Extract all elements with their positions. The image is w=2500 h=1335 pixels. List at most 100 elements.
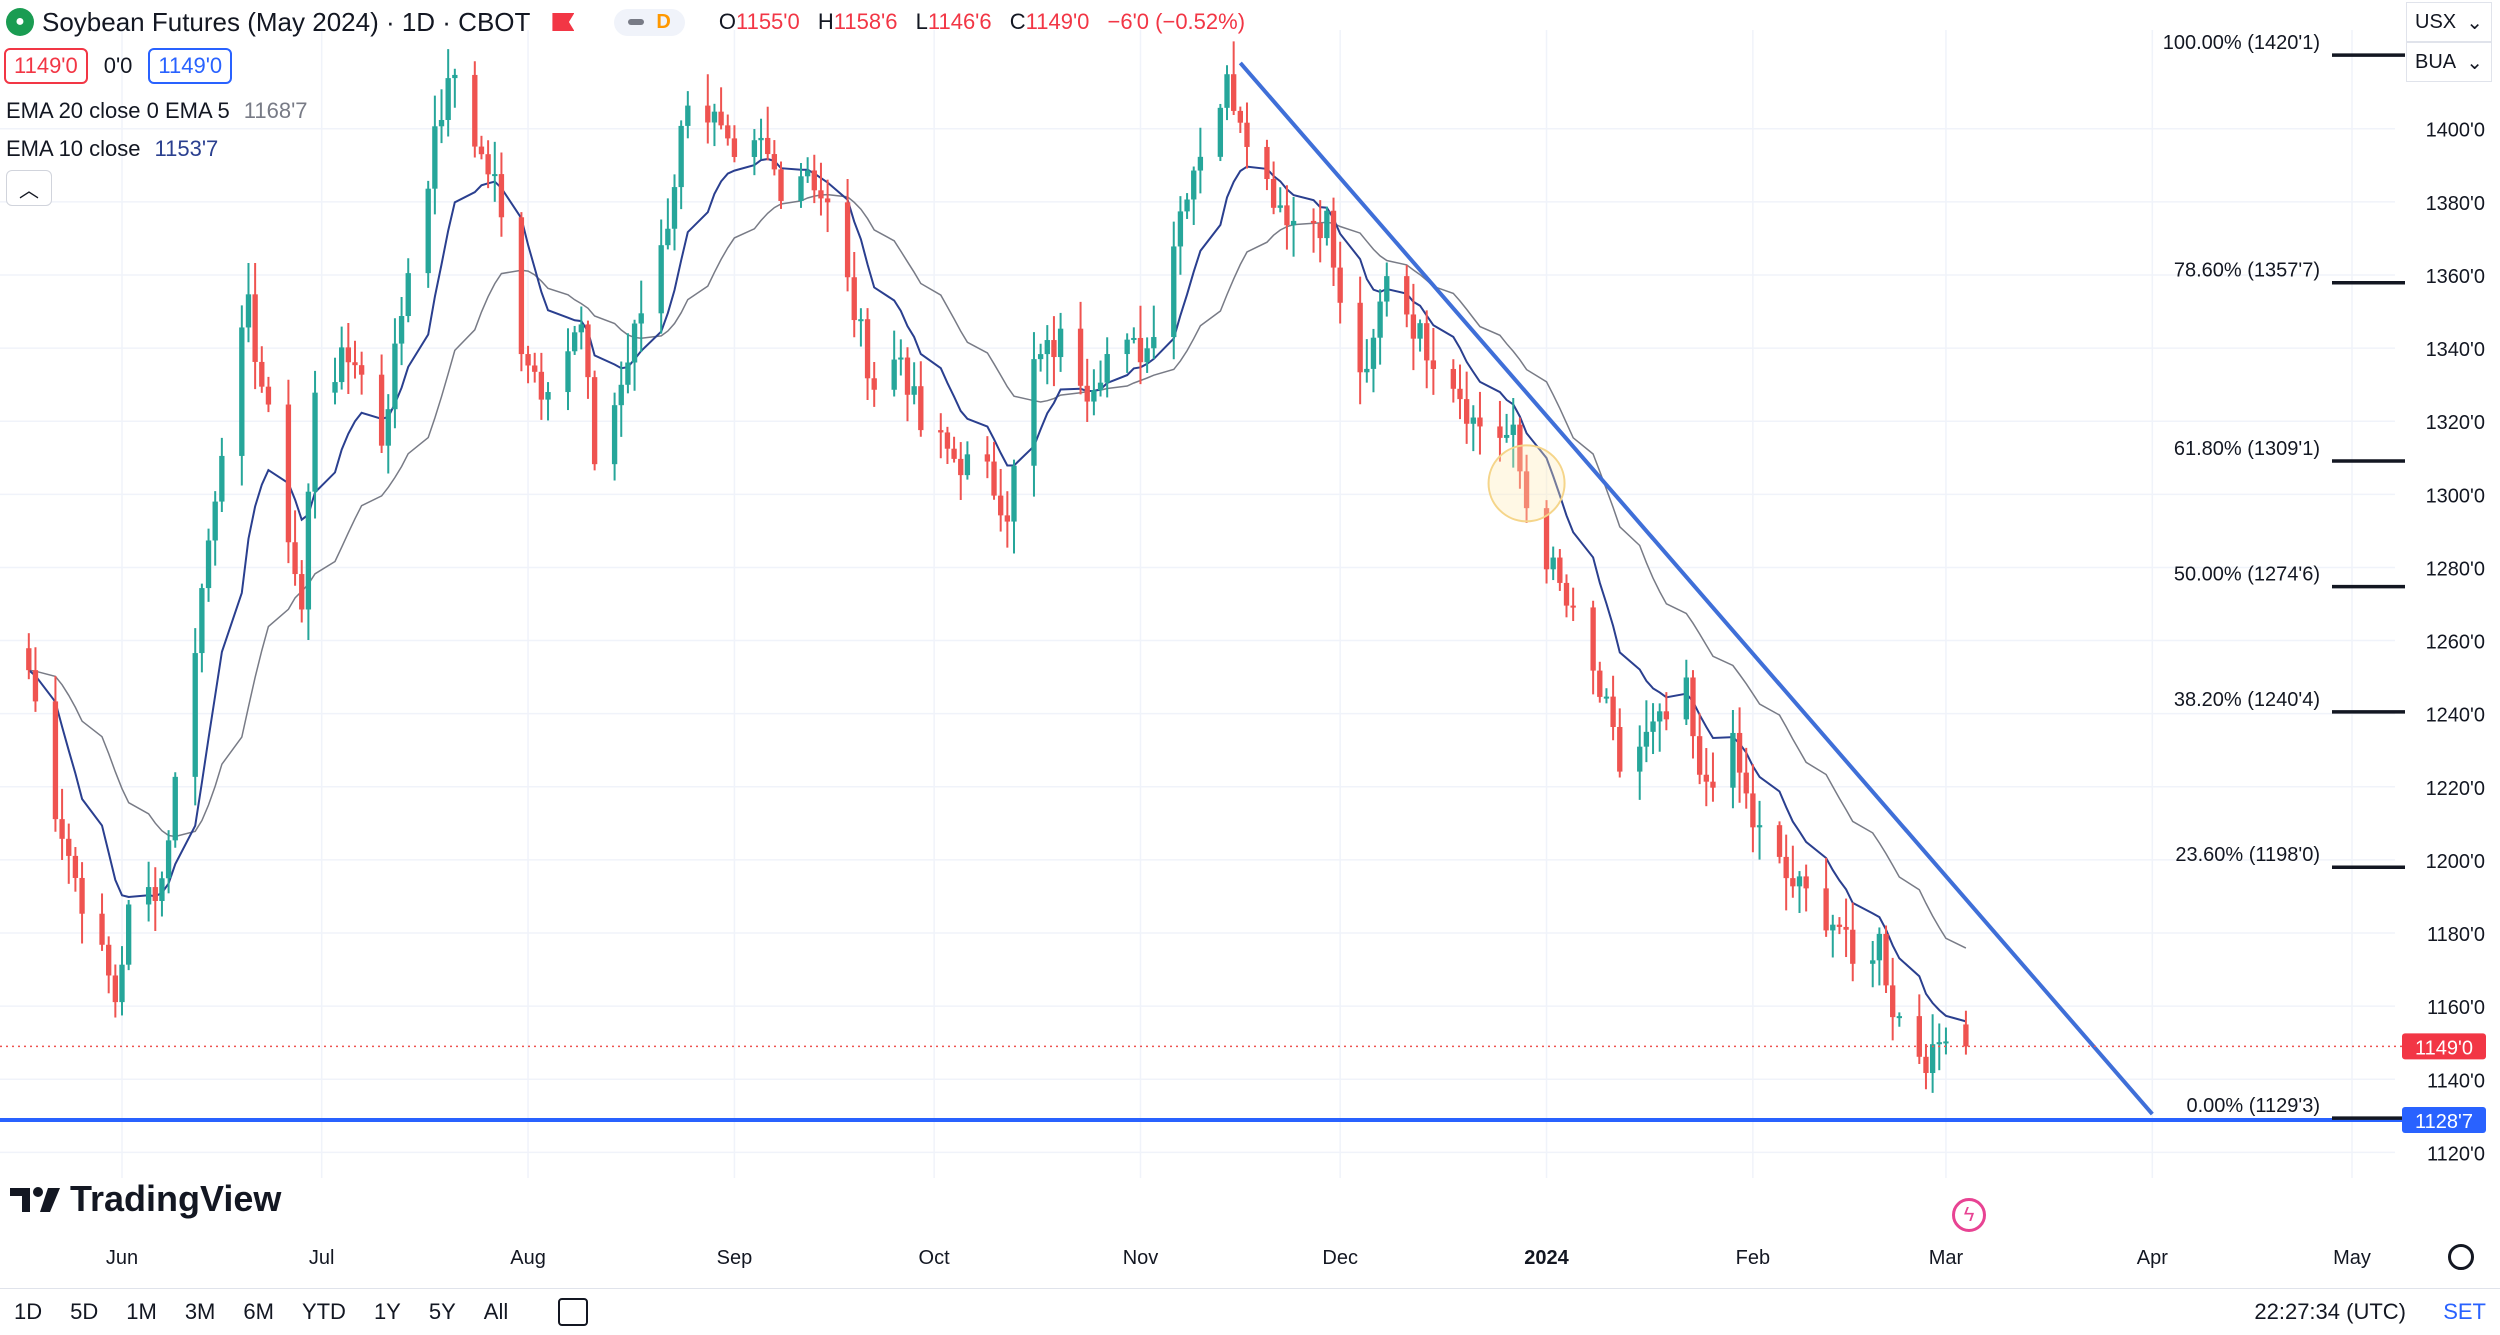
candle-body: [1796, 876, 1803, 887]
session-set-button[interactable]: SET: [2443, 1299, 2486, 1324]
candle-body: [152, 887, 158, 901]
candle-body: [106, 944, 112, 976]
candle-body: [265, 386, 272, 405]
candle-body: [1171, 246, 1177, 338]
candle-body: [219, 455, 225, 502]
candle-body: [32, 670, 39, 702]
time-tick-label: Feb: [1736, 1247, 1770, 1269]
time-tick-label: 2024: [1524, 1247, 1569, 1269]
range-6m[interactable]: 6M: [243, 1299, 274, 1324]
fibonacci-retracement: 100.00% (1420'1) 78.60% (1357'7) 61.80% (1…: [2163, 32, 2405, 1120]
tradingview-logo[interactable]: TradingView: [10, 1178, 281, 1220]
candle-body: [212, 501, 218, 541]
data-status-pill[interactable]: D: [614, 8, 685, 36]
gear-icon[interactable]: [2448, 1244, 2474, 1270]
candle-body: [1244, 122, 1250, 147]
price-tick-label: 1160'0: [2427, 997, 2485, 1019]
candle-body: [1011, 465, 1017, 522]
fib-level-label: 38.20% (1240'4): [2174, 689, 2320, 711]
candle-body: [518, 217, 525, 355]
collapse-legend-button[interactable]: ︿: [6, 170, 52, 206]
currency-value: USX: [2415, 10, 2457, 33]
candle-body: [1643, 731, 1650, 747]
unit-select[interactable]: BUA ⌄: [2406, 42, 2492, 82]
clock-readout[interactable]: 22:27:34 (UTC): [2254, 1299, 2406, 1324]
chart-grid: [0, 30, 2395, 1178]
range-all[interactable]: All: [483, 1299, 509, 1324]
sell-price-button[interactable]: 1149'0: [4, 48, 88, 84]
candle-body: [1370, 337, 1377, 369]
time-tick-label: Oct: [919, 1247, 951, 1269]
time-tick-label: Jun: [106, 1247, 138, 1269]
candle-body: [1523, 471, 1530, 509]
bottom-toolbar: 1D 5D 1M 3M 6M YTD 1Y 5Y All 22:27:34 (U…: [0, 1288, 2500, 1335]
lightning-icon[interactable]: ϟ: [1952, 1198, 1986, 1232]
calendar-goto-icon[interactable]: [558, 1298, 589, 1326]
range-1d[interactable]: 1D: [14, 1299, 43, 1324]
candle-body: [165, 840, 172, 879]
candle-body: [405, 273, 411, 317]
candle-body: [1317, 223, 1323, 239]
candle-body: [1084, 385, 1090, 402]
currency-select[interactable]: USX ⌄: [2406, 2, 2492, 42]
candle-body: [871, 378, 877, 390]
candle-body: [1543, 508, 1550, 570]
candle-body: [1743, 772, 1749, 794]
indicator-ema20[interactable]: EMA 20 close 0 EMA 5 1168'7: [6, 98, 308, 124]
candle-body: [1404, 276, 1410, 315]
candle-body: [1044, 340, 1050, 355]
indicator-ema10[interactable]: EMA 10 close 1153'7: [6, 136, 218, 162]
range-3m[interactable]: 3M: [184, 1299, 216, 1324]
interval-badge: D: [656, 10, 671, 33]
candle-body: [59, 819, 65, 839]
symbol-title[interactable]: Soybean Futures (May 2024) · 1D · CBOT: [42, 6, 531, 37]
range-5y[interactable]: 5Y: [428, 1299, 456, 1324]
chevron-down-icon: ⌄: [2466, 51, 2483, 74]
flag-icon[interactable]: [552, 13, 575, 31]
candle-body: [1936, 1042, 1942, 1045]
candle-body: [1657, 711, 1663, 722]
indicator-value: 1168'7: [243, 98, 308, 123]
range-1m[interactable]: 1M: [126, 1299, 157, 1324]
candle-body: [432, 126, 438, 189]
indicator-label: EMA 20 close 0 EMA 5: [6, 98, 230, 123]
range-5d[interactable]: 5D: [70, 1299, 99, 1324]
range-ytd[interactable]: YTD: [301, 1299, 346, 1324]
ohlc-readout: O1155'0 H1158'6 L1146'6 C1149'0 −6'0 (−0…: [718, 9, 1246, 34]
candle-body: [385, 409, 391, 446]
candle-body: [498, 174, 505, 218]
candle-body: [192, 653, 198, 777]
candle-body: [532, 365, 538, 372]
last-price-badge: [2402, 1033, 2486, 1060]
candle-body: [678, 125, 684, 188]
candle-body: [1477, 417, 1483, 427]
candle-body: [52, 701, 59, 820]
ema20-line: [28, 193, 1967, 949]
candle-body: [1324, 210, 1330, 239]
candle-body: [1091, 390, 1097, 402]
candle-body: [1750, 793, 1756, 828]
candle-body: [1497, 426, 1503, 438]
candle-body: [798, 176, 804, 201]
candle-body: [911, 386, 917, 395]
price-tick-label: 1300'0: [2426, 485, 2485, 507]
candle-body: [625, 362, 631, 385]
candle-body: [159, 878, 165, 901]
range-1y[interactable]: 1Y: [373, 1299, 401, 1324]
candle-body: [145, 887, 152, 905]
candle-body: [864, 319, 871, 379]
candle-body: [818, 190, 824, 199]
candle-body: [1270, 179, 1277, 208]
candle-body: [1850, 929, 1856, 964]
candle-body: [1617, 726, 1623, 772]
buy-price-button[interactable]: 1149'0: [148, 48, 233, 84]
candle-body: [1876, 933, 1883, 961]
fib-level-label: 50.00% (1274'6): [2174, 564, 2320, 586]
candle-body: [1790, 878, 1796, 887]
candle-body: [1077, 328, 1084, 386]
candle-body: [1683, 677, 1689, 720]
candle-body: [1284, 205, 1290, 226]
candle-body: [1550, 557, 1556, 570]
unit-value: BUA: [2415, 50, 2457, 73]
